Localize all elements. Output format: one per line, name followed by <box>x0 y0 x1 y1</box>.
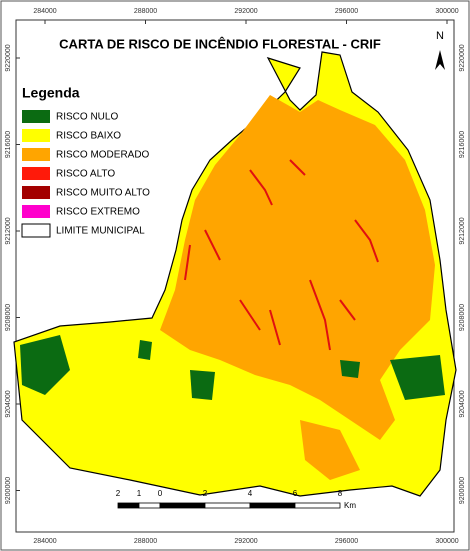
y-coord-label: 9200000 <box>459 477 466 504</box>
legend: Legenda RISCO NULO RISCO BAIXO RISCO MODERA… <box>21 85 150 238</box>
legend-title: Legenda <box>22 85 80 101</box>
y-coord-label: 9204000 <box>5 390 12 417</box>
y-coord-label: 9204000 <box>459 390 466 417</box>
legend-swatch <box>22 110 50 123</box>
y-coord-label: 9212000 <box>459 217 466 244</box>
legend-label: RISCO NULO <box>56 112 118 123</box>
x-coord-label: 284000 <box>33 8 56 15</box>
scale-bar: 2 1 0 2 4 6 8Km <box>116 489 357 510</box>
scale-segment <box>159 502 206 509</box>
map-title: CARTA DE RISCO DE INCÊNDIO FLORESTAL - C… <box>59 36 381 51</box>
scale-segment <box>204 502 251 509</box>
scale-label: 4 <box>248 489 253 498</box>
high-risk-lines <box>184 159 379 351</box>
scale-segment <box>138 502 161 509</box>
x-coord-label: 292000 <box>234 538 257 545</box>
scale-label: 8 <box>338 489 343 498</box>
legend-swatch <box>22 148 50 161</box>
coordinates: 284000 284000 288000 288000 292000 292000 2960… <box>5 8 466 545</box>
scale-label: 6 <box>293 489 298 498</box>
y-coord-label: 9208000 <box>459 304 466 331</box>
moderate-zone <box>160 95 435 440</box>
legend-label: LIMITE MUNICIPAL <box>56 226 145 237</box>
scale-label: 2 <box>116 489 121 498</box>
scale-label: 2 <box>203 489 208 498</box>
legend-swatch <box>21 223 51 238</box>
legend-label: RISCO MUITO ALTO <box>56 188 150 199</box>
y-coord-label: 9216000 <box>5 131 12 158</box>
scale-label: 0 <box>158 489 163 498</box>
x-coord-label: 300000 <box>435 8 458 15</box>
legend-label: RISCO BAIXO <box>56 131 121 142</box>
x-coord-label: 288000 <box>134 8 157 15</box>
legend-label: RISCO MODERADO <box>56 150 150 161</box>
scale-label: 1 <box>137 489 142 498</box>
null-risk-zone <box>190 370 215 400</box>
legend-label: RISCO EXTREMO <box>56 207 140 218</box>
y-coord-label: 9208000 <box>5 304 12 331</box>
map-area <box>13 51 457 497</box>
north-label: N <box>436 30 444 42</box>
y-coord-label: 9216000 <box>459 131 466 158</box>
x-coord-label: 284000 <box>33 538 56 545</box>
moderate-zone <box>300 420 360 480</box>
legend-swatch <box>22 129 50 142</box>
north-arrow <box>435 50 445 70</box>
legend-label: RISCO ALTO <box>56 169 115 180</box>
null-risk-zone <box>390 355 445 400</box>
null-risk-zone <box>340 360 360 378</box>
x-coord-label: 300000 <box>435 538 458 545</box>
scale-segment <box>117 502 140 509</box>
y-coord-label: 9220000 <box>459 44 466 71</box>
legend-swatch <box>22 167 50 180</box>
x-coord-label: 296000 <box>335 8 358 15</box>
scale-segment <box>294 502 341 509</box>
x-coord-label: 292000 <box>234 8 257 15</box>
null-risk-zone <box>20 335 70 395</box>
scale-unit: Km <box>344 501 356 510</box>
null-risk-zone <box>138 340 152 360</box>
legend-swatch <box>22 186 50 199</box>
x-coord-label: 288000 <box>134 538 157 545</box>
x-coord-label: 296000 <box>335 538 358 545</box>
y-coord-label: 9212000 <box>5 217 12 244</box>
y-coord-label: 9220000 <box>5 44 12 71</box>
scale-segment <box>249 502 296 509</box>
y-coord-label: 9200000 <box>5 477 12 504</box>
legend-swatch <box>22 205 50 218</box>
